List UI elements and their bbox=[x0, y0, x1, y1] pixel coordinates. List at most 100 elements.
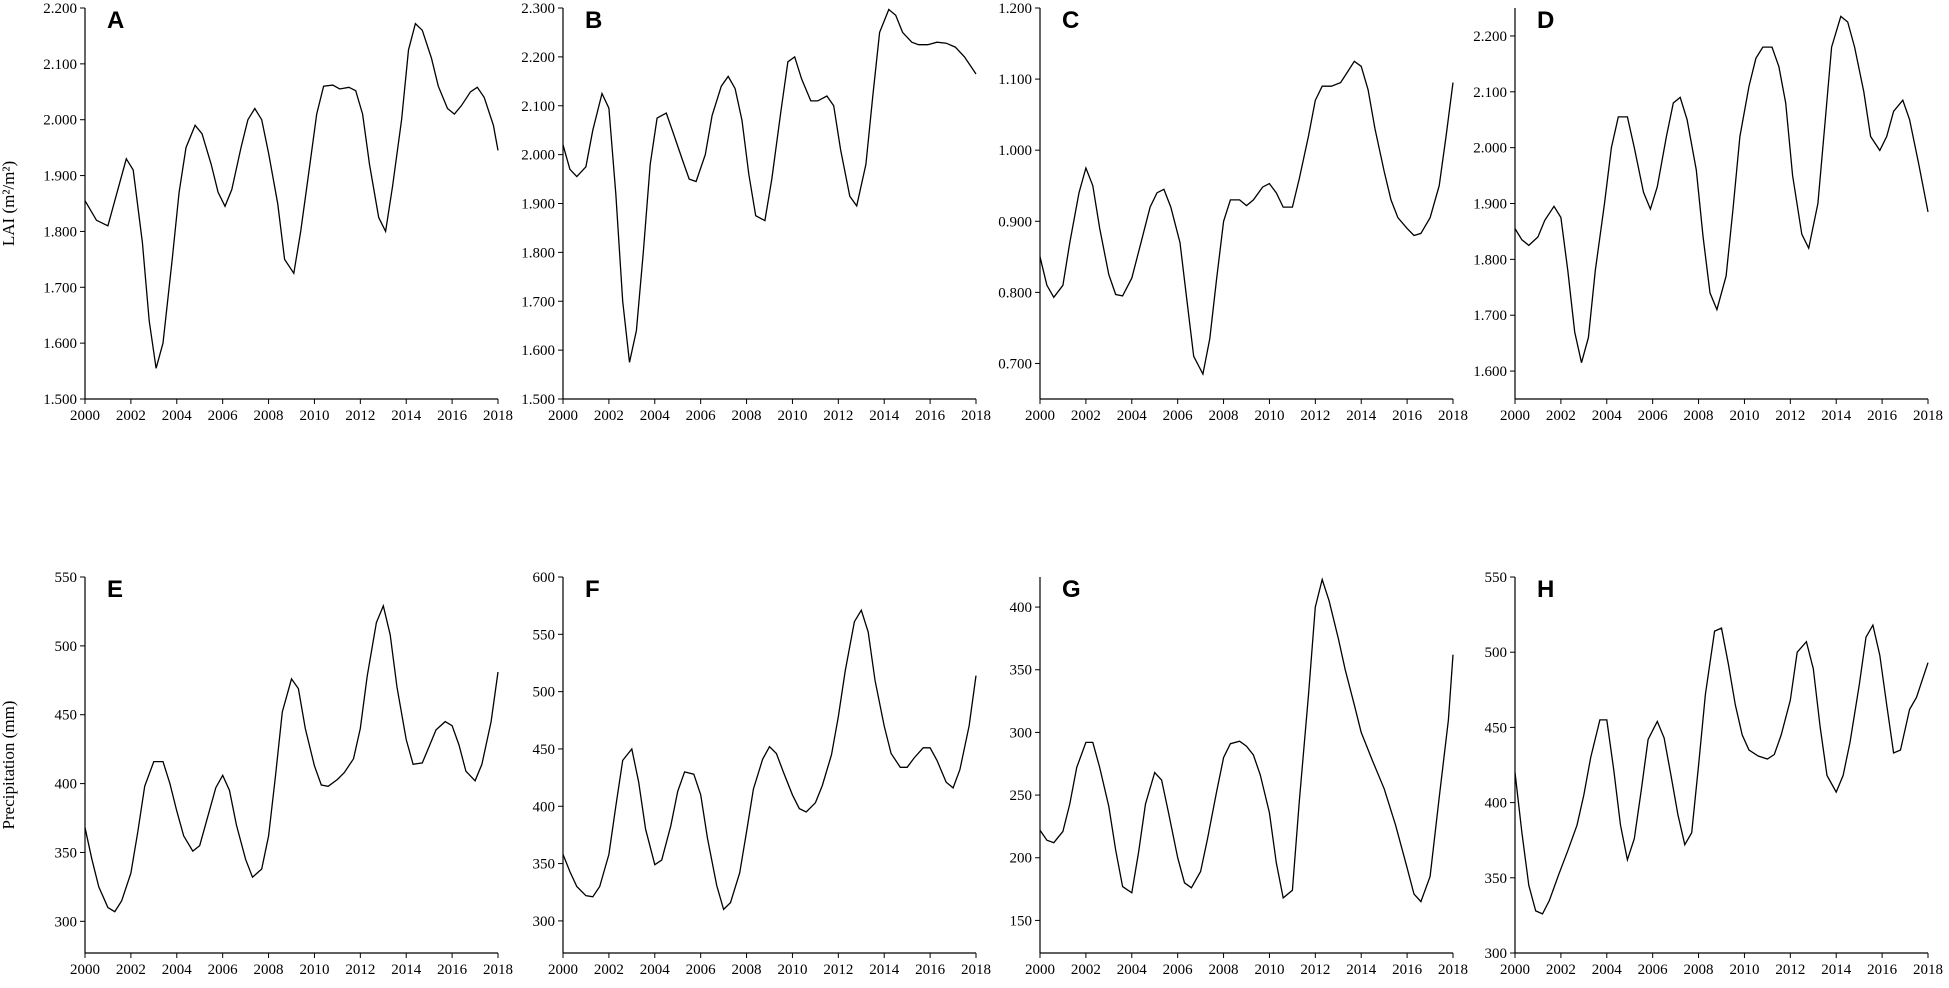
x-tick-label: 2012 bbox=[345, 962, 375, 978]
panel: 0.700 0.800 0.900 1.000 1.100 1.200 2000 2002 20… bbox=[998, 1, 1468, 424]
x-tick-label: 2002 bbox=[594, 408, 624, 424]
x-tick-label: 2008 bbox=[732, 962, 762, 978]
y-tick-label: 500 bbox=[1485, 645, 1508, 661]
x-tick-label: 2016 bbox=[437, 408, 468, 424]
y-tick-label: 500 bbox=[533, 685, 556, 701]
x-tick-label: 2008 bbox=[254, 962, 284, 978]
y-tick-label: 550 bbox=[55, 570, 78, 586]
y-tick-label: 1.000 bbox=[998, 143, 1032, 159]
y-tick-label: 0.900 bbox=[998, 214, 1032, 230]
y-tick-label: 150 bbox=[1010, 913, 1033, 929]
y-tick-label: 300 bbox=[1010, 725, 1033, 741]
y-tick-label: 250 bbox=[1010, 788, 1033, 804]
x-tick-label: 2006 bbox=[1163, 962, 1194, 978]
x-tick-label: 2018 bbox=[1438, 962, 1468, 978]
x-tick-label: 2016 bbox=[1867, 408, 1898, 424]
panel-label: E bbox=[107, 576, 123, 603]
y-tick-label: 300 bbox=[533, 914, 556, 930]
data-line bbox=[84, 603, 499, 913]
x-tick-label: 2014 bbox=[1346, 962, 1377, 978]
panel-label: B bbox=[585, 7, 602, 34]
y-tick-label: 350 bbox=[533, 857, 556, 873]
y-tick-label: 1.100 bbox=[998, 72, 1032, 88]
y-tick-label: 1.600 bbox=[521, 343, 555, 359]
y-tick-label: 2.100 bbox=[43, 57, 77, 73]
panel: 300 350 400 450 500 550 2000 2002 2004 2006 2008 20… bbox=[1485, 570, 1944, 978]
panel-label: A bbox=[107, 7, 124, 34]
x-tick-label: 2016 bbox=[915, 408, 946, 424]
x-tick-label: 2010 bbox=[777, 408, 807, 424]
x-tick-label: 2016 bbox=[1867, 962, 1898, 978]
x-tick-label: 2012 bbox=[1300, 962, 1330, 978]
x-tick-label: 2002 bbox=[116, 408, 146, 424]
x-tick-label: 2006 bbox=[208, 962, 239, 978]
y-tick-label: 2.200 bbox=[43, 1, 77, 17]
x-tick-label: 2012 bbox=[823, 408, 853, 424]
x-tick-label: 2004 bbox=[162, 962, 193, 978]
y-tick-label: 1.500 bbox=[43, 392, 77, 408]
y-tick-label: 2.000 bbox=[521, 148, 555, 164]
y-tick-label: 450 bbox=[55, 708, 78, 724]
x-tick-label: 2008 bbox=[1209, 408, 1239, 424]
y-tick-label: 1.500 bbox=[521, 392, 555, 408]
y-tick-label: 2.000 bbox=[43, 113, 77, 129]
x-tick-label: 2004 bbox=[1592, 408, 1623, 424]
y-tick-label: 1.800 bbox=[1473, 252, 1507, 268]
y-tick-label: 200 bbox=[1010, 851, 1033, 867]
panel-label: D bbox=[1537, 7, 1554, 34]
x-tick-label: 2002 bbox=[1071, 962, 1101, 978]
x-tick-label: 2014 bbox=[869, 962, 900, 978]
x-tick-label: 2018 bbox=[1913, 408, 1943, 424]
x-tick-label: 2016 bbox=[437, 962, 468, 978]
x-tick-label: 2004 bbox=[640, 962, 671, 978]
x-tick-label: 2000 bbox=[548, 962, 578, 978]
y-tick-label: 600 bbox=[533, 570, 556, 586]
x-tick-label: 2010 bbox=[777, 962, 807, 978]
x-tick-label: 2018 bbox=[1913, 962, 1943, 978]
x-tick-label: 2000 bbox=[70, 962, 100, 978]
y-tick-label: 450 bbox=[533, 742, 556, 758]
y-tick-label: 350 bbox=[1010, 663, 1033, 679]
x-tick-label: 2014 bbox=[1346, 408, 1377, 424]
y-tick-label: 1.700 bbox=[43, 280, 77, 296]
panel-label: G bbox=[1062, 576, 1081, 603]
y-tick-label: 1.700 bbox=[1473, 308, 1507, 324]
y-tick-label: 350 bbox=[55, 845, 78, 861]
x-tick-label: 2000 bbox=[70, 408, 100, 424]
x-tick-label: 2014 bbox=[1821, 408, 1852, 424]
data-line bbox=[562, 8, 977, 363]
x-tick-label: 2010 bbox=[299, 962, 329, 978]
panel: 300 350 400 450 500 550 2000 2002 2004 2006 2008 20… bbox=[0, 570, 513, 978]
x-tick-label: 2010 bbox=[299, 408, 329, 424]
x-tick-label: 2016 bbox=[915, 962, 946, 978]
y-tick-label: 1.900 bbox=[521, 197, 555, 213]
panel: 1.500 1.600 1.700 1.800 1.900 2.000 2.100 2.200… bbox=[521, 1, 991, 424]
x-tick-label: 2002 bbox=[1071, 408, 1101, 424]
x-tick-label: 2018 bbox=[483, 962, 513, 978]
x-tick-label: 2010 bbox=[1254, 408, 1284, 424]
x-tick-label: 2006 bbox=[1638, 408, 1669, 424]
x-tick-label: 2000 bbox=[1500, 408, 1530, 424]
x-tick-label: 2012 bbox=[1300, 408, 1330, 424]
x-tick-label: 2002 bbox=[1546, 962, 1576, 978]
y-tick-label: 500 bbox=[55, 639, 78, 655]
x-tick-label: 2008 bbox=[732, 408, 762, 424]
y-tick-label: 2.300 bbox=[521, 1, 555, 17]
x-tick-label: 2006 bbox=[1638, 962, 1669, 978]
x-tick-label: 2000 bbox=[548, 408, 578, 424]
x-tick-label: 2018 bbox=[1438, 408, 1468, 424]
x-tick-label: 2018 bbox=[961, 408, 991, 424]
panel: 300 350 400 450 500 550 600 2000 2002 2004 2006 200… bbox=[533, 570, 992, 978]
x-tick-label: 2010 bbox=[1729, 408, 1759, 424]
y-tick-label: 1.800 bbox=[43, 224, 77, 240]
x-tick-label: 2016 bbox=[1392, 408, 1423, 424]
y-tick-label: 2.000 bbox=[1473, 141, 1507, 157]
y-tick-label: 2.200 bbox=[521, 50, 555, 66]
x-tick-label: 2004 bbox=[162, 408, 193, 424]
y-tick-label: 1.600 bbox=[43, 336, 77, 352]
data-line bbox=[1039, 577, 1454, 903]
x-tick-label: 2016 bbox=[1392, 962, 1423, 978]
y-tick-label: 1.900 bbox=[1473, 197, 1507, 213]
y-tick-label: 1.900 bbox=[43, 169, 77, 185]
panel: 150 200 250 300 350 400 2000 2002 2004 2006 2008 20… bbox=[1010, 576, 1469, 978]
